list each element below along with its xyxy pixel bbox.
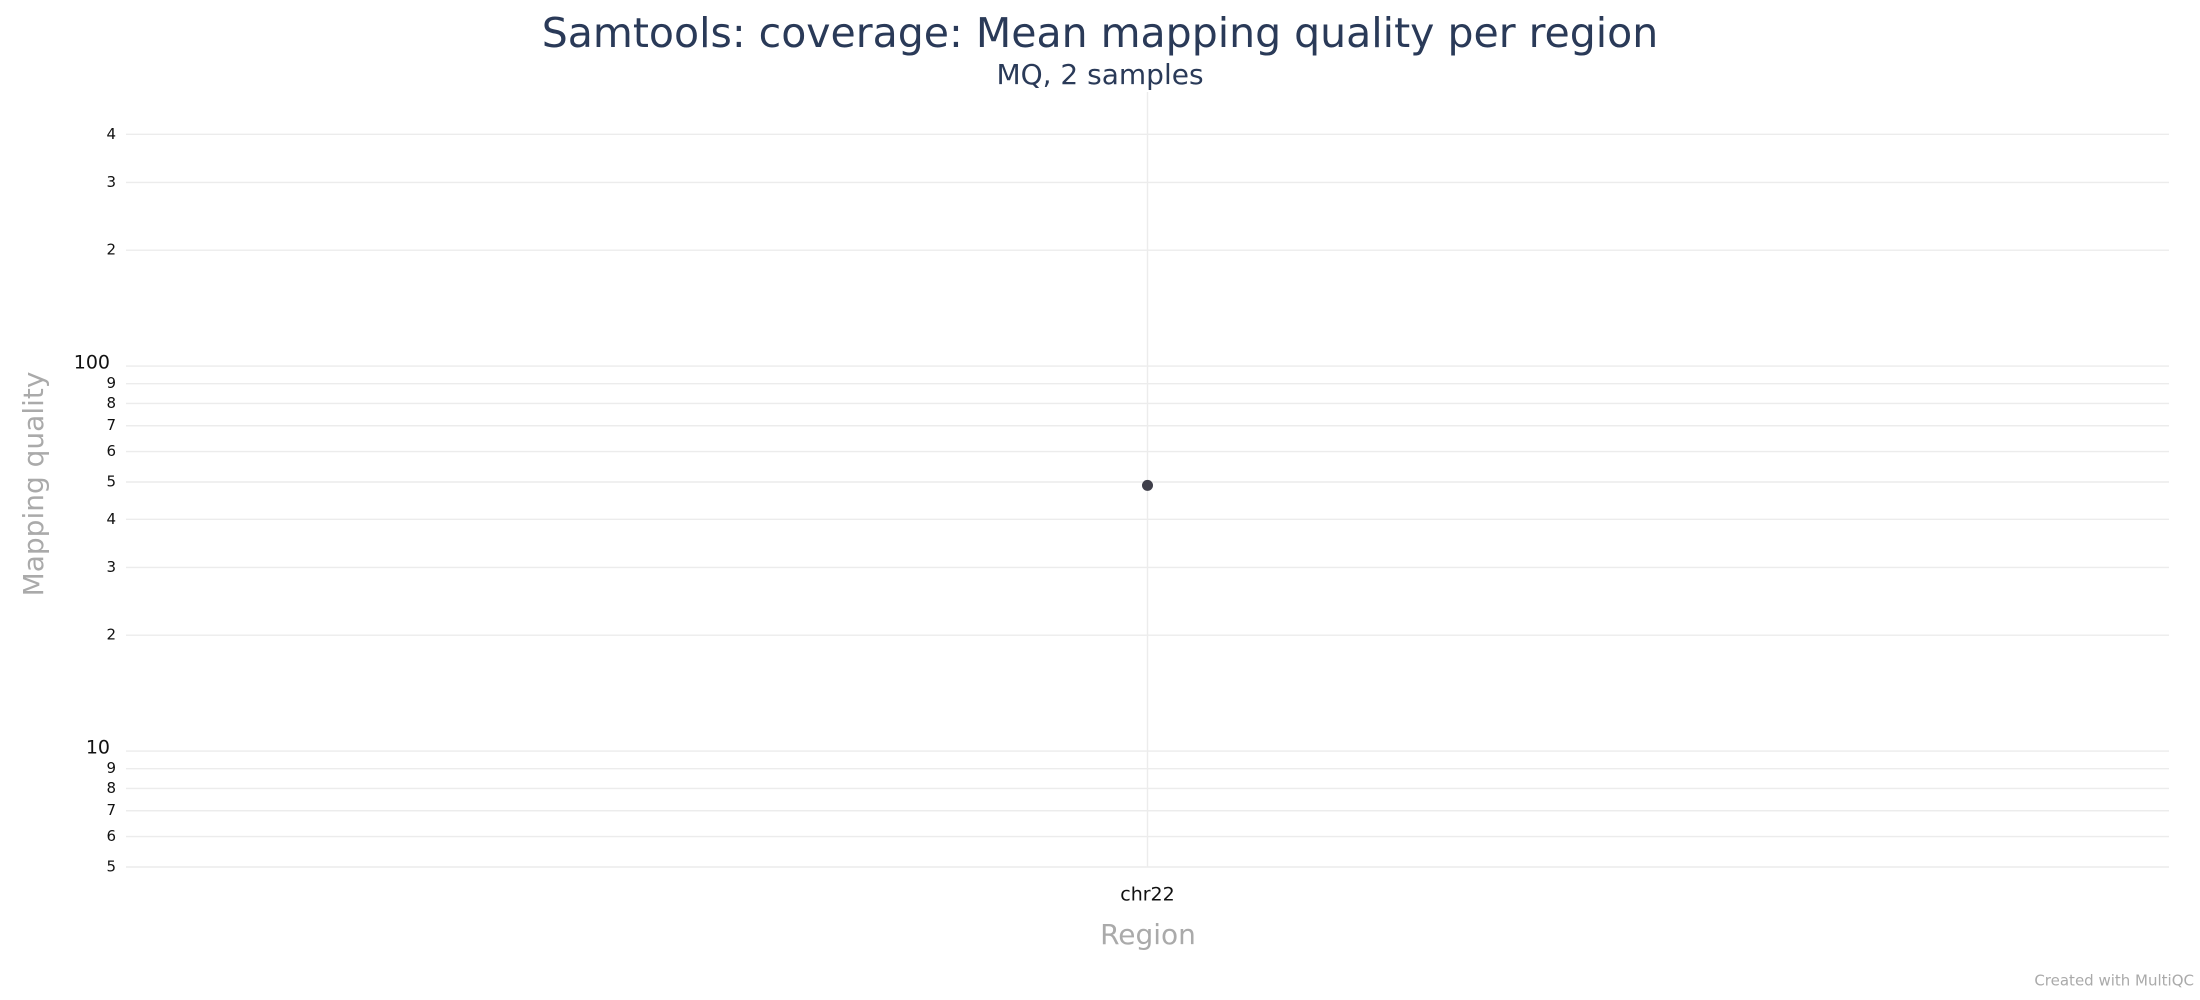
y-tick-label: 3 <box>106 558 116 576</box>
y-tick-label: 5 <box>106 858 116 876</box>
y-tick-label: 7 <box>106 801 116 819</box>
y-tick-label: 10 <box>86 737 110 759</box>
y-tick-label: 4 <box>106 125 116 143</box>
x-axis-title: Region <box>1100 918 1196 951</box>
y-tick-label: 5 <box>106 473 116 491</box>
x-tick-label: chr22 <box>1120 884 1174 906</box>
y-tick-label: 3 <box>106 173 116 191</box>
y-tick-label: 6 <box>106 442 116 460</box>
y-tick-label: 9 <box>106 374 116 392</box>
chart-title: Samtools: coverage: Mean mapping quality… <box>542 9 1659 57</box>
y-tick-label: 9 <box>106 759 116 777</box>
y-tick-label: 8 <box>106 779 116 797</box>
credit: Created with MultiQC <box>2034 972 2194 990</box>
y-tick-label: 8 <box>106 394 116 412</box>
y-tick-label: 4 <box>106 510 116 528</box>
y-tick-label: 2 <box>106 241 116 259</box>
data-point <box>1142 479 1153 491</box>
chart-subtitle: MQ, 2 samples <box>996 58 1203 91</box>
y-tick-label: 100 <box>74 352 110 374</box>
y-tick-label: 2 <box>106 626 116 644</box>
y-tick-label: 6 <box>106 827 116 845</box>
y-axis-title: Mapping quality <box>17 372 50 597</box>
y-tick-label: 7 <box>106 416 116 434</box>
